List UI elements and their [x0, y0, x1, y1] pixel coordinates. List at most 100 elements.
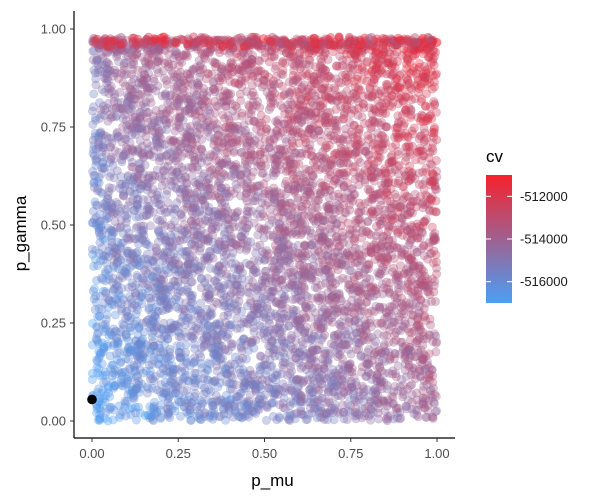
data-point [101, 46, 111, 56]
data-point [272, 226, 282, 236]
data-point [331, 207, 341, 217]
data-point [429, 399, 439, 409]
data-point [371, 389, 381, 399]
data-point [321, 111, 331, 121]
data-point [313, 195, 323, 205]
data-point [245, 58, 255, 68]
data-point [188, 209, 198, 219]
data-point [374, 269, 384, 279]
data-point [136, 221, 146, 231]
data-point [369, 117, 379, 127]
data-point [259, 154, 269, 164]
data-point [291, 227, 301, 237]
data-point [191, 63, 201, 73]
data-point [314, 233, 324, 243]
data-point [91, 297, 101, 307]
data-point [130, 41, 140, 51]
data-point [277, 35, 287, 45]
data-point [139, 211, 149, 221]
data-point [207, 377, 217, 387]
data-point [330, 148, 340, 158]
data-point [202, 313, 212, 323]
data-point [238, 133, 248, 143]
data-point [310, 163, 320, 173]
data-point [93, 184, 103, 194]
data-point [234, 63, 244, 73]
data-point [205, 359, 215, 369]
data-point [266, 256, 276, 266]
data-point [308, 170, 318, 180]
data-point [386, 61, 396, 71]
data-point [121, 205, 131, 215]
data-point [422, 79, 432, 89]
data-point [234, 296, 244, 306]
data-point [275, 192, 285, 202]
data-point [404, 79, 414, 89]
data-point [218, 138, 228, 148]
data-point [401, 170, 411, 180]
data-point [333, 407, 343, 417]
data-point [94, 43, 104, 53]
data-point [368, 190, 378, 200]
data-point [348, 196, 358, 206]
data-point [207, 69, 217, 79]
data-point [305, 124, 315, 134]
data-point [232, 313, 242, 323]
data-point [365, 415, 375, 425]
data-point [101, 323, 111, 333]
data-point [341, 150, 351, 160]
data-point [143, 185, 153, 195]
data-point [89, 89, 99, 99]
data-point [344, 317, 354, 327]
data-point [248, 380, 258, 390]
data-point [396, 94, 406, 104]
data-point [273, 157, 283, 167]
data-point [428, 258, 438, 268]
data-point [407, 222, 417, 232]
data-point [129, 43, 139, 53]
data-point [385, 302, 395, 312]
data-point [391, 369, 401, 379]
data-point [425, 249, 435, 259]
data-point [128, 37, 138, 47]
data-point [152, 266, 162, 276]
data-point [163, 411, 173, 421]
data-point [161, 387, 171, 397]
data-point [99, 73, 109, 83]
data-point [404, 166, 414, 176]
data-point [170, 276, 180, 286]
data-point [423, 114, 433, 124]
data-point [107, 87, 117, 97]
data-point [381, 79, 391, 89]
data-point [411, 322, 421, 332]
data-point [248, 88, 258, 98]
data-point [94, 384, 104, 394]
data-point [124, 228, 134, 238]
data-point [123, 311, 133, 321]
data-point [151, 137, 161, 147]
data-point [428, 71, 438, 81]
data-point [419, 123, 429, 133]
data-point [258, 168, 268, 178]
data-point [347, 104, 357, 114]
data-point [185, 43, 195, 53]
data-point [381, 122, 391, 132]
data-point [426, 110, 436, 120]
data-point [363, 217, 373, 227]
data-point [371, 284, 381, 294]
data-point [318, 322, 328, 332]
data-point [214, 260, 224, 270]
data-point [378, 396, 388, 406]
data-point [268, 168, 278, 178]
data-point [226, 237, 236, 247]
data-point [157, 292, 167, 302]
data-point [105, 43, 115, 53]
data-point [419, 151, 429, 161]
data-point [208, 120, 218, 130]
data-point [298, 202, 308, 212]
data-point [203, 34, 213, 44]
data-point [159, 36, 169, 46]
data-point [223, 219, 233, 229]
data-point [298, 276, 308, 286]
data-point [246, 184, 256, 194]
